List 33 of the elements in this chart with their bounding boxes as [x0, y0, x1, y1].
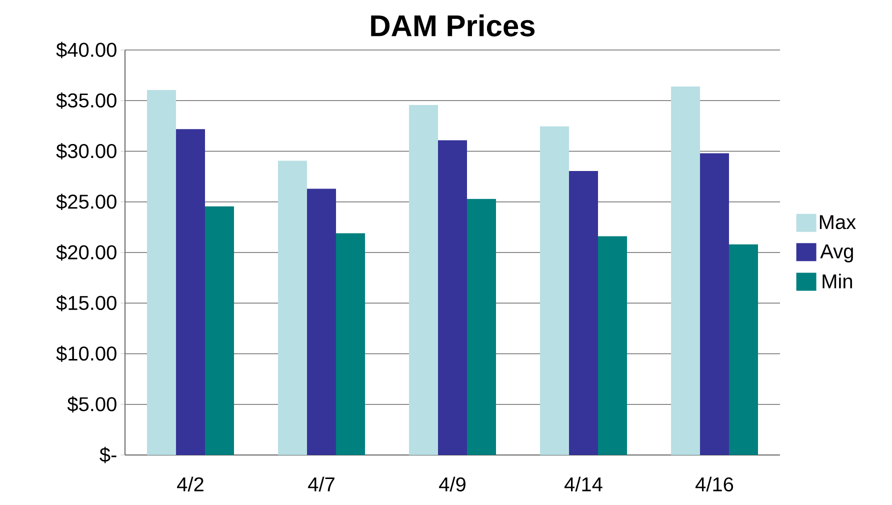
bar	[540, 126, 569, 455]
bar	[409, 104, 438, 455]
bar	[307, 188, 336, 455]
x-tick-label: 4/16	[695, 476, 734, 492]
y-tick-label: $15.00	[56, 295, 116, 312]
x-tick-label: 4/14	[564, 476, 602, 492]
bar	[671, 86, 700, 455]
chart-title: DAM Prices	[371, 14, 535, 36]
y-tick-label: $35.00	[56, 92, 116, 109]
bar	[700, 153, 729, 455]
legend-label: Max	[820, 215, 856, 230]
y-tick-label: $20.00	[56, 244, 116, 261]
legend-label: Avg	[820, 244, 853, 262]
x-tick-label: 4/9	[439, 476, 466, 492]
bar	[467, 198, 496, 455]
bar	[147, 90, 176, 455]
legend-label: Min	[822, 274, 852, 288]
bar	[598, 236, 627, 455]
y-tick-label: $30.00	[56, 143, 116, 160]
y-tick-label: $-	[100, 446, 116, 464]
bar	[569, 170, 598, 455]
y-tick-label: $25.00	[56, 194, 116, 210]
x-tick-label: 4/7	[308, 476, 334, 492]
bar	[728, 244, 758, 455]
bar	[438, 140, 467, 455]
y-tick-label: $5.00	[67, 396, 116, 412]
y-tick-label: $40.00	[56, 42, 116, 58]
bar	[205, 206, 234, 455]
x-tick-label: 4/2	[177, 476, 204, 492]
bar	[278, 160, 308, 455]
y-tick-label: $10.00	[56, 346, 116, 362]
bar	[336, 233, 365, 455]
bar	[176, 129, 206, 455]
